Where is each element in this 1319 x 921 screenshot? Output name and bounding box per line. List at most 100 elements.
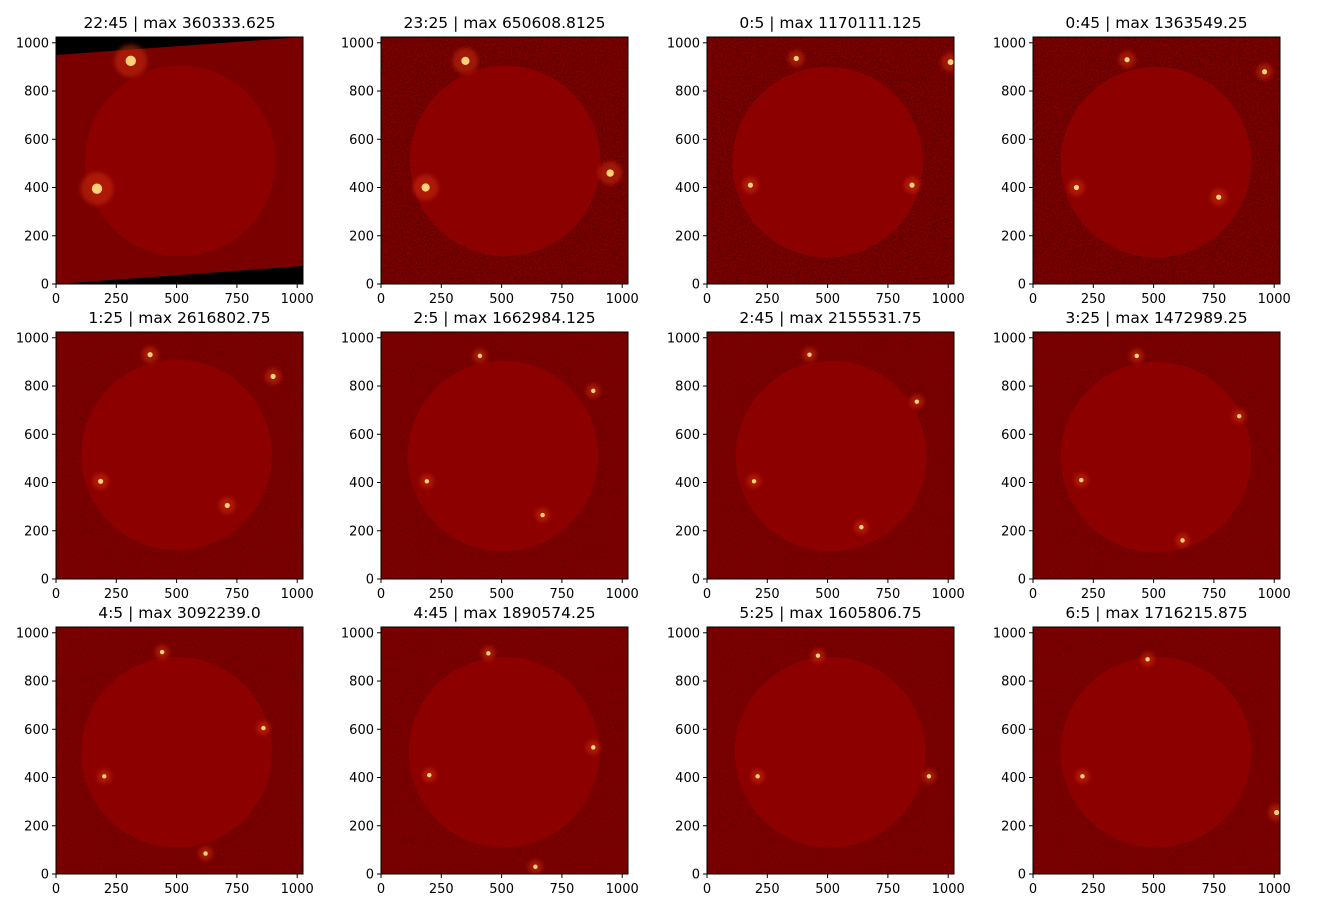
- panel-title: 3:25 | max 1472989.25: [1065, 309, 1247, 327]
- solar-disk: [732, 66, 923, 258]
- panel-5: 1:25 | max 2616802.75 0 250 500 750 1000 0 200 4…: [16, 309, 314, 602]
- axes-frame: [1032, 331, 1281, 580]
- y-tick-label: 0: [1018, 278, 1026, 293]
- panel-title: 2:5 | max 1662984.125: [413, 309, 595, 327]
- bright-point: [591, 388, 596, 394]
- y-tick-label: 1000: [16, 626, 49, 641]
- solar-disk: [1060, 361, 1252, 553]
- x-tick-label: 500: [1141, 292, 1166, 307]
- solar-disk: [734, 656, 926, 848]
- y-tick-label: 200: [675, 819, 700, 834]
- x-tick-label: 250: [755, 587, 780, 602]
- bright-point: [793, 55, 799, 62]
- panel-title: 2:45 | max 2155531.75: [739, 309, 921, 327]
- panel-7: 2:45 | max 2155531.75 0 250 500 750 1000 0 200 4…: [667, 309, 965, 602]
- y-tick-label: 1000: [341, 626, 374, 641]
- y-tick-label: 0: [1018, 868, 1026, 883]
- x-tick-label: 500: [489, 882, 514, 897]
- panel-image: [1033, 37, 1280, 284]
- bright-point: [1073, 184, 1080, 191]
- x-tick-label: 500: [815, 882, 840, 897]
- y-tick-label: 600: [24, 428, 49, 443]
- y-tick-label: 400: [349, 771, 374, 786]
- bright-point: [1180, 538, 1185, 543]
- x-tick-label: 750: [224, 587, 249, 602]
- x-tick-label: 500: [164, 587, 189, 602]
- y-tick-label: 800: [349, 675, 374, 690]
- y-tick-label: 200: [675, 524, 700, 539]
- solar-disk: [409, 65, 601, 257]
- panel-6: 2:5 | max 1662984.125 0 250 500 750 1000 0 200 4…: [341, 309, 639, 602]
- panel-title: 4:45 | max 1890574.25: [413, 604, 595, 622]
- y-tick-label: 800: [24, 675, 49, 690]
- x-tick-label: 0: [1029, 292, 1037, 307]
- x-tick-label: 250: [755, 882, 780, 897]
- x-tick-label: 250: [755, 292, 780, 307]
- y-tick-label: 400: [24, 181, 49, 196]
- y-tick-label: 400: [1001, 771, 1026, 786]
- y-tick-label: 800: [1001, 675, 1026, 690]
- y-tick-label: 1000: [341, 36, 374, 51]
- solar-disk: [408, 656, 600, 848]
- y-tick-label: 800: [1001, 85, 1026, 100]
- y-tick-label: 400: [24, 771, 49, 786]
- bright-point: [807, 352, 812, 357]
- bright-point: [947, 59, 954, 66]
- x-tick-label: 750: [549, 882, 574, 897]
- bright-point: [424, 479, 430, 484]
- y-tick-label: 600: [24, 133, 49, 148]
- x-tick-label: 1000: [1258, 292, 1291, 307]
- axes-frame: [55, 331, 304, 580]
- x-tick-label: 500: [164, 292, 189, 307]
- y-tick-label: 1000: [667, 331, 700, 346]
- y-tick-label: 800: [675, 85, 700, 100]
- axes-frame: [706, 36, 955, 285]
- bright-point: [486, 651, 491, 656]
- x-tick-label: 1000: [606, 882, 639, 897]
- y-tick-label: 800: [1001, 380, 1026, 395]
- y-tick-label: 200: [24, 524, 49, 539]
- x-tick-label: 500: [489, 292, 514, 307]
- solar-disk: [81, 359, 272, 551]
- x-tick-label: 750: [1201, 882, 1226, 897]
- y-tick-label: 1000: [993, 36, 1026, 51]
- x-tick-label: 500: [815, 587, 840, 602]
- x-tick-label: 250: [429, 292, 454, 307]
- x-tick-label: 500: [815, 292, 840, 307]
- y-tick-label: 1000: [16, 36, 49, 51]
- bright-point: [1134, 353, 1139, 359]
- y-tick-label: 600: [349, 428, 374, 443]
- y-tick-label: 0: [41, 868, 49, 883]
- panel-image: [381, 332, 628, 579]
- panel-2: 23:25 | max 650608.8125 0 250 500 750 1000 0 20…: [341, 14, 639, 307]
- x-tick-label: 500: [164, 882, 189, 897]
- solar-disk: [81, 656, 272, 848]
- y-tick-label: 800: [24, 85, 49, 100]
- bright-point: [909, 182, 915, 188]
- panel-image: [56, 37, 303, 284]
- solar-disk: [84, 65, 276, 257]
- bright-point: [1237, 413, 1242, 419]
- x-tick-label: 250: [1081, 587, 1106, 602]
- y-tick-label: 0: [366, 573, 374, 588]
- panel-image: [381, 627, 628, 874]
- y-tick-label: 600: [675, 133, 700, 148]
- bright-point: [1145, 657, 1150, 662]
- bright-point: [261, 725, 266, 731]
- x-tick-label: 1000: [281, 882, 314, 897]
- bright-point: [926, 774, 932, 779]
- x-tick-label: 250: [104, 882, 129, 897]
- panel-title: 23:25 | max 650608.8125: [404, 14, 606, 32]
- x-tick-label: 750: [875, 882, 900, 897]
- panel-title: 6:5 | max 1716215.875: [1065, 604, 1247, 622]
- x-tick-label: 250: [429, 882, 454, 897]
- x-tick-label: 1000: [1258, 587, 1291, 602]
- bright-point: [461, 56, 470, 65]
- bright-point: [1079, 477, 1084, 483]
- panels: 22:45 | max 360333.625 0 250 500 750 1000 0 200…: [16, 14, 1291, 897]
- solar-disk: [407, 360, 599, 552]
- x-tick-label: 1000: [606, 292, 639, 307]
- axes-frame: [55, 626, 304, 875]
- panel-9: 4:5 | max 3092239.0 0 250 500 750 1000 0 200 400…: [16, 604, 314, 897]
- x-tick-label: 1000: [932, 882, 965, 897]
